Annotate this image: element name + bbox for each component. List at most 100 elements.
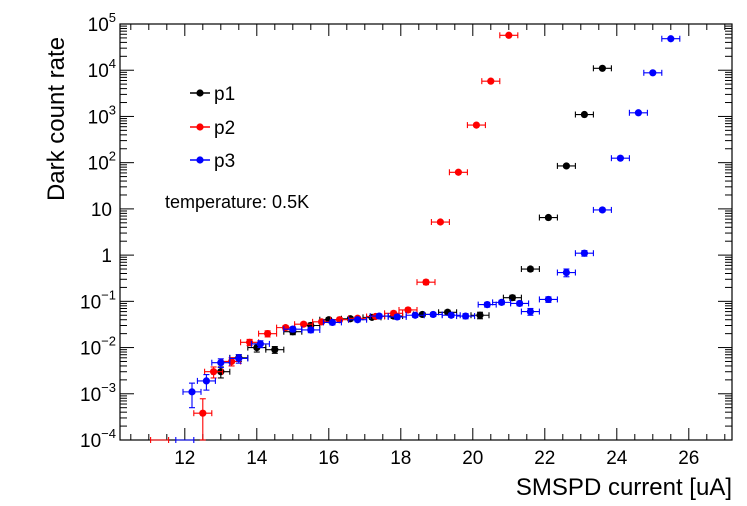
data-point-p3 xyxy=(661,35,681,43)
data-point-p3 xyxy=(301,326,321,334)
data-point-p1 xyxy=(556,162,576,170)
marker-p3 xyxy=(256,340,264,348)
y-tick-label: 102 xyxy=(88,149,116,175)
data-point-p2 xyxy=(466,121,486,129)
series-p1 xyxy=(211,64,612,379)
data-point-p2 xyxy=(193,398,213,441)
marker-p1 xyxy=(271,346,279,354)
data-point-p2 xyxy=(481,77,501,85)
data-point-p3 xyxy=(628,109,648,117)
data-point-p1 xyxy=(538,213,558,222)
marker-p3 xyxy=(354,316,362,324)
marker-p1 xyxy=(598,64,607,72)
marker-p2 xyxy=(264,330,272,338)
marker-p3 xyxy=(498,298,506,306)
marker-p3 xyxy=(447,311,455,319)
marker-p3 xyxy=(667,35,675,43)
marker-p3 xyxy=(649,69,657,77)
data-point-p3 xyxy=(556,268,576,278)
data-point-p3 xyxy=(250,340,270,349)
marker-p3 xyxy=(526,307,535,316)
marker-p2 xyxy=(199,409,207,417)
marker-p3 xyxy=(202,377,210,385)
data-point-p1 xyxy=(592,64,612,72)
y-tick-label: 104 xyxy=(88,56,116,82)
data-point-p2 xyxy=(258,330,278,338)
data-point-p2 xyxy=(430,218,450,226)
data-point-p2 xyxy=(150,437,170,443)
x-tick-label: 14 xyxy=(246,448,268,469)
y-axis-title: Dark count rate xyxy=(43,37,70,201)
data-point-p2 xyxy=(204,366,224,379)
marker-p1 xyxy=(526,265,535,273)
temperature-annotation: temperature: 0.5K xyxy=(165,192,309,212)
marker-p2 xyxy=(210,368,218,376)
marker-p2 xyxy=(454,168,462,176)
x-tick-labels: 12 14 16 18 20 22 24 26 xyxy=(174,448,699,469)
marker-p2 xyxy=(318,318,326,326)
x-axis-title: SMSPD current [uA] xyxy=(516,474,732,501)
legend-label-p1: p1 xyxy=(214,84,235,105)
data-point-p1 xyxy=(574,110,594,119)
marker-p2 xyxy=(487,77,495,85)
marker-p2 xyxy=(282,324,290,332)
marker-p3 xyxy=(217,359,225,367)
marker-p3 xyxy=(483,300,491,309)
marker-p3 xyxy=(598,206,607,214)
data-point-p3 xyxy=(211,358,231,369)
data-point-p3 xyxy=(229,354,249,364)
marker-p3 xyxy=(616,154,625,162)
marker-p3 xyxy=(544,295,553,304)
y-tick-label: 105 xyxy=(88,10,116,36)
marker-p3 xyxy=(289,325,297,333)
y-tick-label: 10−1 xyxy=(80,287,116,313)
data-point-p3 xyxy=(348,316,368,324)
x-tick-label: 12 xyxy=(174,448,195,469)
marker-p3 xyxy=(235,354,243,363)
marker-p1 xyxy=(508,294,516,302)
data-point-p1 xyxy=(520,265,540,273)
y-tick-label: 10−2 xyxy=(80,334,116,360)
marker-p3 xyxy=(375,312,383,320)
data-point-p3 xyxy=(283,325,303,333)
x-tick-label: 24 xyxy=(606,448,628,469)
data-point-p3 xyxy=(175,437,195,443)
marker-p2 xyxy=(505,31,513,39)
x-tick-label: 20 xyxy=(462,448,483,469)
legend: p1 p2 p3 xyxy=(190,84,235,172)
legend-label-p2: p2 xyxy=(214,118,235,139)
data-point-p3 xyxy=(477,300,497,309)
marker-p3 xyxy=(393,313,401,321)
marker-p3 xyxy=(328,318,336,327)
data-point-p3 xyxy=(510,299,530,308)
axis-ticks xyxy=(120,23,732,441)
x-tick-label: 26 xyxy=(678,448,699,469)
marker-p3 xyxy=(516,299,524,308)
marker-p1 xyxy=(544,213,553,222)
x-tick-label: 16 xyxy=(318,448,339,469)
data-point-p3 xyxy=(441,311,461,319)
marker-p3 xyxy=(188,388,196,396)
marker-p3 xyxy=(462,312,470,320)
marker-p2 xyxy=(472,121,480,129)
data-point-p1 xyxy=(470,311,490,320)
data-point-p3 xyxy=(538,295,558,304)
marker-p3 xyxy=(562,268,571,277)
marker-p2 xyxy=(436,218,444,226)
plot-frame xyxy=(119,23,733,441)
marker-p2 xyxy=(404,306,412,314)
marker-p1 xyxy=(580,110,589,119)
y-tick-label: 10−3 xyxy=(80,380,116,406)
legend-label-p3: p3 xyxy=(214,151,235,172)
data-point-p2 xyxy=(416,278,436,286)
y-tick-label: 10 xyxy=(91,200,112,221)
data-point-p2 xyxy=(499,31,519,39)
data-point-p1 xyxy=(265,346,285,354)
marker-p1 xyxy=(476,311,484,319)
data-point-p3 xyxy=(520,307,540,316)
data-point-p3 xyxy=(322,318,342,327)
marker-p2 xyxy=(300,320,308,328)
x-tick-label: 22 xyxy=(534,448,555,469)
